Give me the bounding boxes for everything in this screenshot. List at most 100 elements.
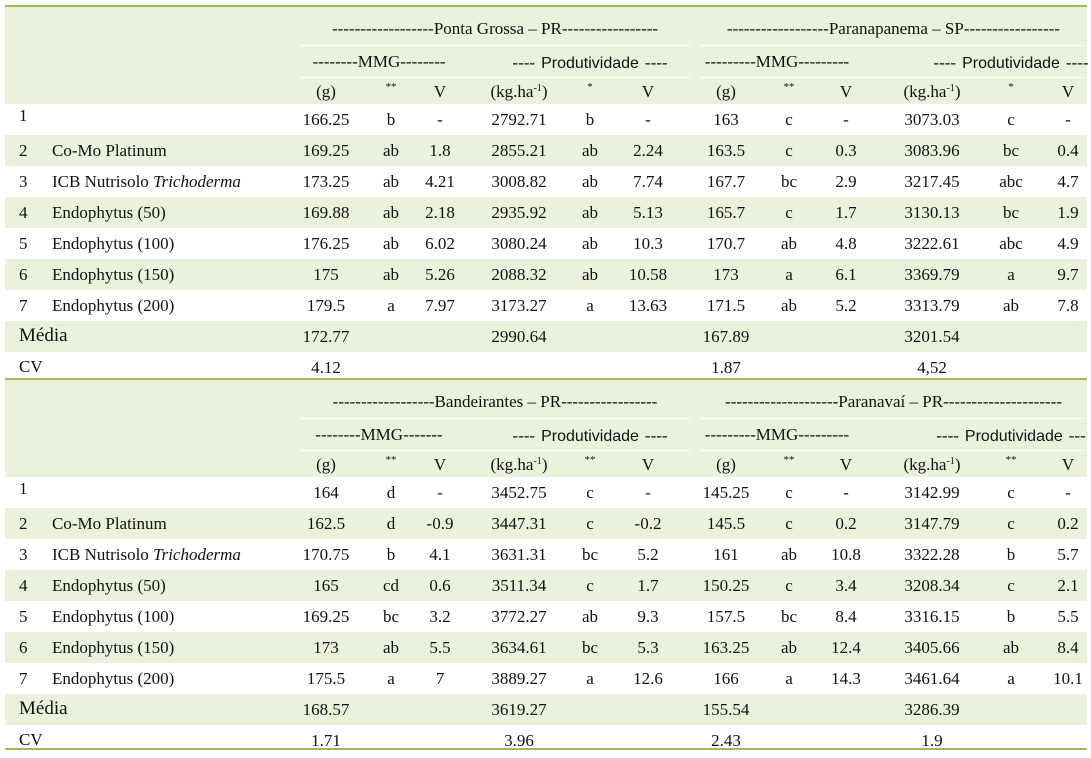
- table-cell: 1.9: [1057, 203, 1079, 222]
- location-name: --------------------Paranavaí – PR------…: [725, 392, 1062, 411]
- table-cell: 0.4: [1057, 141, 1079, 160]
- table-cell: c: [785, 514, 793, 533]
- table-cell: a: [586, 296, 594, 315]
- table-cell: ab: [780, 234, 798, 253]
- treatment-name: Co-Mo Platinum: [52, 514, 167, 534]
- table-cell: 7.8: [1057, 296, 1079, 315]
- table-row: [5, 477, 1087, 508]
- dash-right: ----: [1065, 53, 1089, 72]
- table-cell: ab: [581, 141, 599, 160]
- table-cell: 3173.27: [491, 296, 547, 315]
- table-row: [5, 570, 1087, 601]
- treatment-name: Endophytus (200): [52, 669, 174, 689]
- table-cell: d: [386, 514, 396, 533]
- table-cell: 3222.61: [904, 234, 960, 253]
- table-cell: c: [785, 141, 793, 160]
- table-cell: a: [387, 296, 395, 315]
- treatment-number: 6: [19, 265, 28, 284]
- media-value: 3619.27: [491, 700, 547, 719]
- subheader-underline: [700, 450, 1087, 451]
- table-row: [5, 228, 1087, 259]
- productivity-significance-marker: **: [584, 454, 596, 466]
- table-cell: a: [785, 265, 793, 284]
- cv-value: 1.71: [311, 731, 341, 750]
- table-cell: ab: [780, 296, 798, 315]
- table-cell: 166.25: [302, 110, 350, 129]
- table-row: [5, 632, 1087, 663]
- productivity-header: ---- Produtividade ----: [933, 53, 1088, 74]
- table-cell: c: [1007, 576, 1015, 595]
- treatment-name: Endophytus (150): [52, 638, 174, 658]
- table-cell: 3217.45: [904, 172, 960, 191]
- productivity-significance-marker: *: [1008, 81, 1014, 93]
- table-cell: 10.58: [628, 265, 668, 284]
- mmg-significance-marker: **: [783, 454, 795, 466]
- dash-right: ---: [1068, 426, 1086, 445]
- table-cell: 3080.24: [491, 234, 547, 253]
- table-cell: a: [1007, 265, 1015, 284]
- dash-left: ----: [933, 53, 957, 72]
- table-cell: 4.21: [425, 172, 455, 191]
- table-cell: 169.25: [302, 141, 350, 160]
- table-cell: 167.7: [706, 172, 746, 191]
- unit-exponent: -1: [946, 456, 955, 467]
- table-cell: bc: [780, 607, 798, 626]
- media-value: 155.54: [702, 700, 750, 719]
- table-cell: ab: [581, 172, 599, 191]
- table-cell: c: [1007, 483, 1015, 502]
- table-cell: cd: [382, 576, 400, 595]
- productivity-label: Produtividade: [541, 428, 639, 445]
- table-cell: -: [437, 483, 443, 502]
- dash-left: ----: [512, 53, 536, 72]
- table-cell: 4.9: [1057, 234, 1079, 253]
- table-cell: 157.5: [706, 607, 746, 626]
- treatment-name: Endophytus (150): [52, 265, 174, 285]
- cv-label: CV: [19, 357, 43, 376]
- mmg-significance-marker: **: [385, 454, 397, 466]
- productivity-header: ---- Produtividade ---: [936, 426, 1085, 447]
- unit-exponent: -1: [533, 83, 542, 94]
- table-row: [5, 197, 1087, 228]
- productivity-label: Produtividade: [541, 55, 639, 72]
- cv-row: [5, 725, 1087, 756]
- table-cell: 3142.99: [904, 483, 960, 502]
- treatment-number: 5: [19, 234, 28, 253]
- table-cell: 1.8: [429, 141, 451, 160]
- table-cell: 4.7: [1057, 172, 1079, 191]
- location-underline: [300, 45, 690, 46]
- table-cell: 173: [313, 638, 339, 657]
- location-name: ------------------Ponta Grossa – PR-----…: [331, 19, 659, 38]
- table-cell: c: [586, 483, 594, 502]
- table-cell: 3322.28: [904, 545, 960, 564]
- table-cell: 3.2: [429, 607, 451, 626]
- table-cell: ab: [1002, 638, 1020, 657]
- productivity-header: ---- Produtividade ----: [512, 426, 667, 447]
- treatment-number: 7: [19, 669, 28, 688]
- table-cell: 170.75: [302, 545, 350, 564]
- treatment-name-text: Endophytus (100): [52, 234, 175, 253]
- treatment-name-text: Endophytus (150): [52, 638, 175, 657]
- treatment-number: 1: [19, 479, 28, 498]
- unit-v: V: [433, 82, 447, 101]
- table-cell: 2935.92: [491, 203, 547, 222]
- mmg-significance-marker: **: [783, 81, 795, 93]
- table-cell: a: [387, 669, 395, 688]
- dash-right: ----: [644, 53, 668, 72]
- table-cell: 1.7: [835, 203, 857, 222]
- cv-row: [5, 352, 1087, 383]
- table-cell: 5.7: [1057, 545, 1079, 564]
- bottom-rule: [5, 748, 1087, 750]
- treatment-number: 3: [19, 545, 28, 564]
- table-cell: a: [785, 669, 793, 688]
- unit-kg-text: (kg.ha: [903, 82, 947, 101]
- table-cell: 3083.96: [904, 141, 960, 160]
- table-cell: 3889.27: [491, 669, 547, 688]
- unit-close: ): [954, 82, 961, 101]
- table-row: [5, 539, 1087, 570]
- table-cell: c: [1007, 514, 1015, 533]
- table-cell: ab: [1002, 296, 1020, 315]
- table-cell: 176.25: [302, 234, 350, 253]
- mmg-header: --------MMG--------: [312, 52, 446, 71]
- table-cell: 2.9: [835, 172, 857, 191]
- location-underline: [700, 45, 1087, 46]
